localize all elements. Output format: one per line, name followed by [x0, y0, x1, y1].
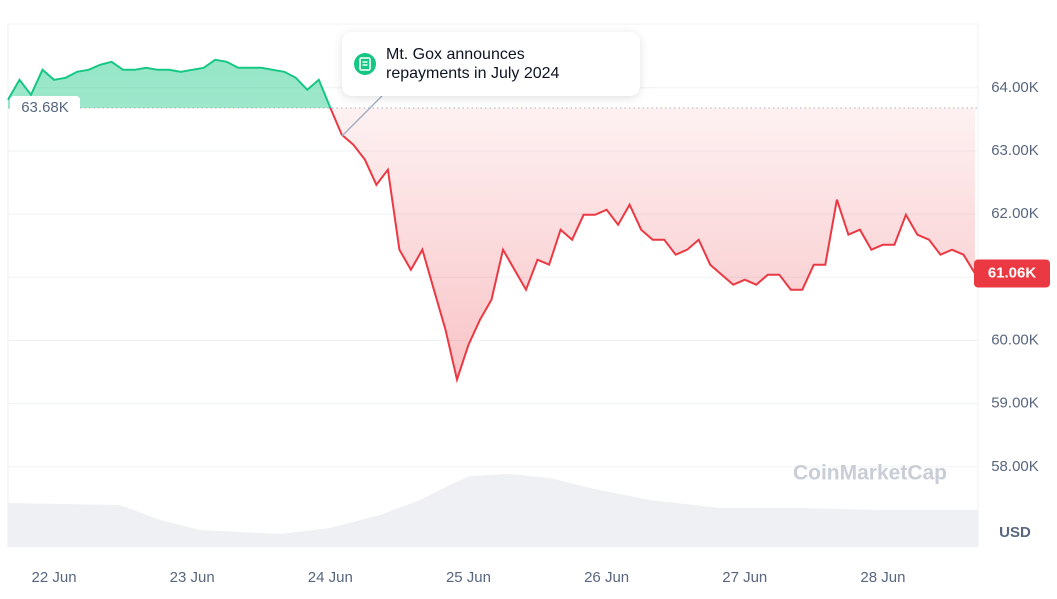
x-tick-label: 26 Jun — [584, 569, 629, 586]
watermark: CoinMarketCap — [793, 462, 947, 485]
x-tick-label: 23 Jun — [170, 569, 215, 586]
current-label-bg — [974, 259, 1050, 288]
x-tick-label: 27 Jun — [722, 569, 767, 586]
y-tick-label: 59.00K — [991, 395, 1039, 412]
x-tick-label: 28 Jun — [860, 569, 905, 586]
annotation-text: Mt. Gox announces repayments in July 202… — [386, 46, 560, 82]
current-label: 61.06K — [988, 264, 1037, 281]
y-tick-label: 62.00K — [991, 205, 1039, 222]
x-tick-label: 24 Jun — [308, 569, 353, 586]
reference-label-bg — [10, 96, 80, 119]
price-line-above — [7, 58, 332, 109]
volume-area — [8, 474, 978, 547]
x-tick-label: 25 Jun — [446, 569, 491, 586]
area-below — [330, 108, 975, 380]
x-tick-label: 22 Jun — [32, 569, 77, 586]
annotation: Mt. Gox announces repayments in July 202… — [342, 32, 640, 96]
y-tick-label: 63.00K — [991, 142, 1039, 159]
annotation-icon — [354, 53, 376, 75]
y-unit: USD — [999, 524, 1031, 541]
y-tick-label: 60.00K — [991, 331, 1039, 348]
price-line-below — [329, 108, 976, 384]
reference-label: 63.68K — [21, 99, 69, 116]
area-above — [8, 59, 975, 109]
y-tick-label: 58.00K — [991, 458, 1039, 475]
annotation-connector — [341, 95, 383, 137]
y-tick-label: 64.00K — [991, 79, 1039, 96]
